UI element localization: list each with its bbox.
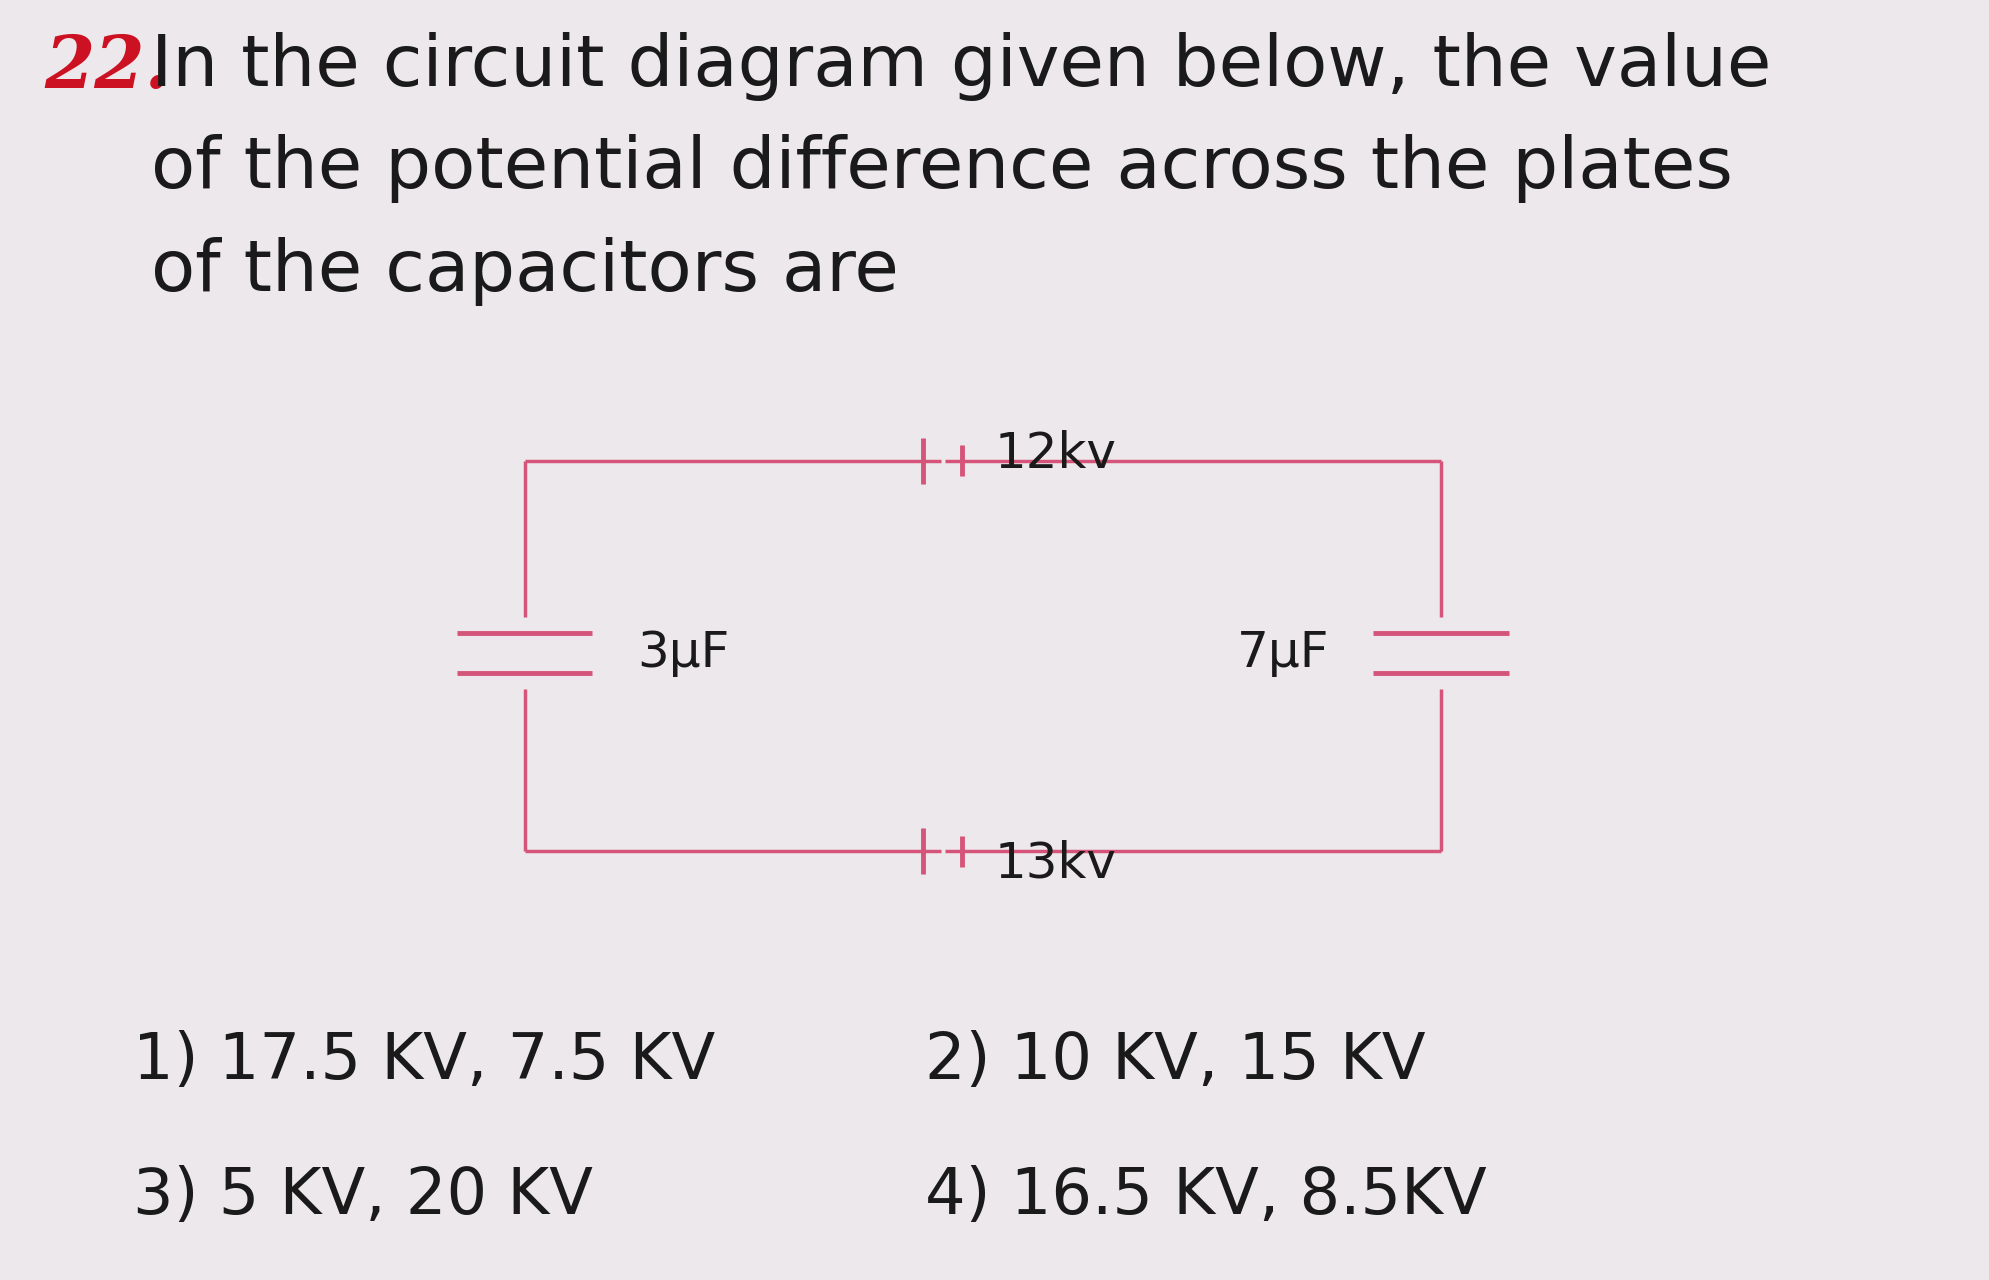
Text: 3) 5 KV, 20 KV: 3) 5 KV, 20 KV (133, 1165, 593, 1226)
Text: 1) 17.5 KV, 7.5 KV: 1) 17.5 KV, 7.5 KV (133, 1030, 716, 1092)
Text: of the capacitors are: of the capacitors are (151, 237, 899, 306)
Text: 2) 10 KV, 15 KV: 2) 10 KV, 15 KV (925, 1030, 1426, 1092)
Text: of the potential difference across the plates: of the potential difference across the p… (151, 134, 1732, 204)
Text: 7μF: 7μF (1237, 628, 1329, 677)
Text: 13kv: 13kv (994, 840, 1116, 888)
Text: 22.: 22. (44, 32, 171, 102)
Text: 4) 16.5 KV, 8.5KV: 4) 16.5 KV, 8.5KV (925, 1165, 1488, 1226)
Text: In the circuit diagram given below, the value: In the circuit diagram given below, the … (151, 32, 1772, 101)
Text: 12kv: 12kv (994, 430, 1116, 479)
Text: 3μF: 3μF (636, 628, 730, 677)
